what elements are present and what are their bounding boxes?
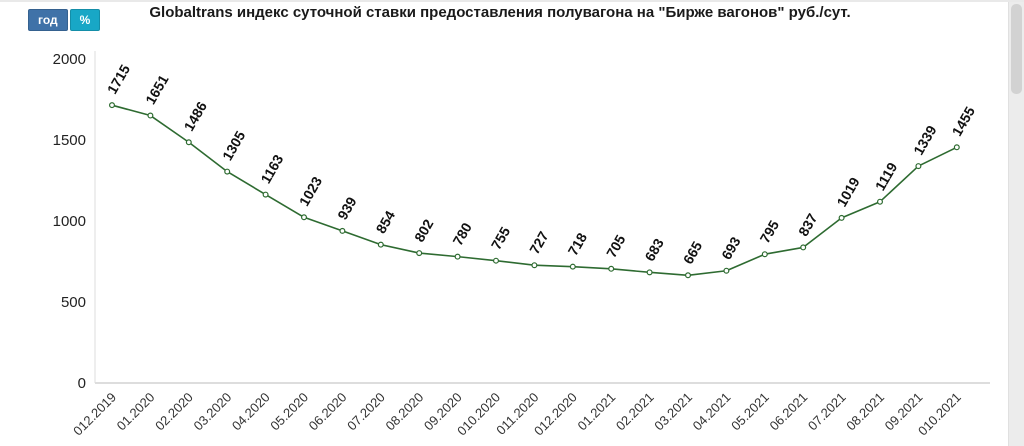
y-axis-label: 1000 xyxy=(53,213,86,230)
data-point-label: 802 xyxy=(411,216,437,244)
x-axis-label: 012.2019 xyxy=(70,390,119,439)
x-axis-label: 03.2021 xyxy=(651,390,695,434)
x-axis-label: 012.2020 xyxy=(531,390,580,439)
data-point-label: 1119 xyxy=(872,159,901,193)
x-axis-label: 03.2020 xyxy=(190,390,234,434)
x-axis-label: 04.2020 xyxy=(229,390,273,434)
chart-title: Globaltrans индекс суточной ставки предо… xyxy=(149,4,851,21)
data-point-label: 1455 xyxy=(949,104,979,139)
year-button[interactable]: год xyxy=(28,9,68,31)
data-point xyxy=(915,163,922,170)
data-point-label: 854 xyxy=(373,208,399,236)
data-point-label: 1163 xyxy=(257,152,286,186)
data-point xyxy=(723,267,730,274)
scrollbar-thumb[interactable] xyxy=(1011,4,1022,94)
y-axis-label: 2000 xyxy=(53,51,86,68)
data-point-label: 705 xyxy=(603,232,629,260)
data-point xyxy=(416,250,423,257)
data-point-label: 727 xyxy=(526,228,552,256)
data-point xyxy=(147,112,154,119)
scrollbar[interactable] xyxy=(1008,2,1024,446)
data-point xyxy=(646,269,653,276)
y-axis-label: 500 xyxy=(61,294,86,311)
x-axis-label: 08.2020 xyxy=(382,390,426,434)
data-point xyxy=(224,168,231,175)
data-point-label: 665 xyxy=(680,238,706,266)
data-point xyxy=(262,191,269,198)
x-axis-label: 07.2020 xyxy=(344,390,388,434)
data-point-label: 755 xyxy=(488,224,514,252)
data-point xyxy=(185,139,192,146)
x-axis-label: 010.2021 xyxy=(915,390,964,439)
x-axis-label: 05.2021 xyxy=(728,390,772,434)
x-axis-label: 02.2021 xyxy=(613,390,657,434)
y-axis-label: 0 xyxy=(78,375,86,392)
data-point xyxy=(531,262,538,269)
data-point-label: 1339 xyxy=(910,122,940,157)
data-point xyxy=(684,272,691,279)
data-point-label: 939 xyxy=(334,194,360,222)
data-point xyxy=(108,102,115,109)
data-point-label: 1715 xyxy=(104,62,134,97)
x-axis-label: 010.2020 xyxy=(454,390,503,439)
data-point xyxy=(339,227,346,234)
data-point-label: 1651 xyxy=(142,72,172,107)
percent-button[interactable]: % xyxy=(69,9,101,31)
data-point xyxy=(608,265,615,272)
data-point xyxy=(301,214,308,221)
toolbar: год % xyxy=(28,9,101,31)
x-axis-label: 07.2021 xyxy=(805,390,849,434)
y-axis-label: 1500 xyxy=(53,132,86,149)
data-point-label: 718 xyxy=(565,230,591,258)
data-point-label: 1019 xyxy=(833,174,863,209)
data-point xyxy=(377,241,384,248)
data-point xyxy=(800,244,807,251)
data-point-label: 1486 xyxy=(181,99,211,134)
x-axis-label: 05.2020 xyxy=(267,390,311,434)
data-point xyxy=(838,214,845,221)
data-point xyxy=(876,198,883,205)
x-axis-label: 01.2021 xyxy=(574,390,618,434)
data-point xyxy=(761,251,768,258)
data-point xyxy=(953,144,960,151)
x-axis-label: 04.2021 xyxy=(690,390,734,434)
data-point-label: 780 xyxy=(449,220,475,248)
data-point-label: 683 xyxy=(641,235,667,263)
data-point-label: 693 xyxy=(718,234,744,262)
data-point-label: 1023 xyxy=(296,174,326,209)
x-axis-label: 08.2021 xyxy=(843,390,887,434)
data-point-label: 837 xyxy=(795,210,821,238)
data-point-label: 1305 xyxy=(219,128,249,163)
x-axis-label: 02.2020 xyxy=(152,390,196,434)
data-point xyxy=(569,263,576,270)
data-point xyxy=(454,253,461,260)
data-point xyxy=(493,257,500,264)
x-axis-label: 06.2021 xyxy=(766,390,810,434)
data-point-label: 795 xyxy=(757,217,783,245)
x-axis-label: 01.2020 xyxy=(114,390,158,434)
x-axis-label: 06.2020 xyxy=(306,390,350,434)
